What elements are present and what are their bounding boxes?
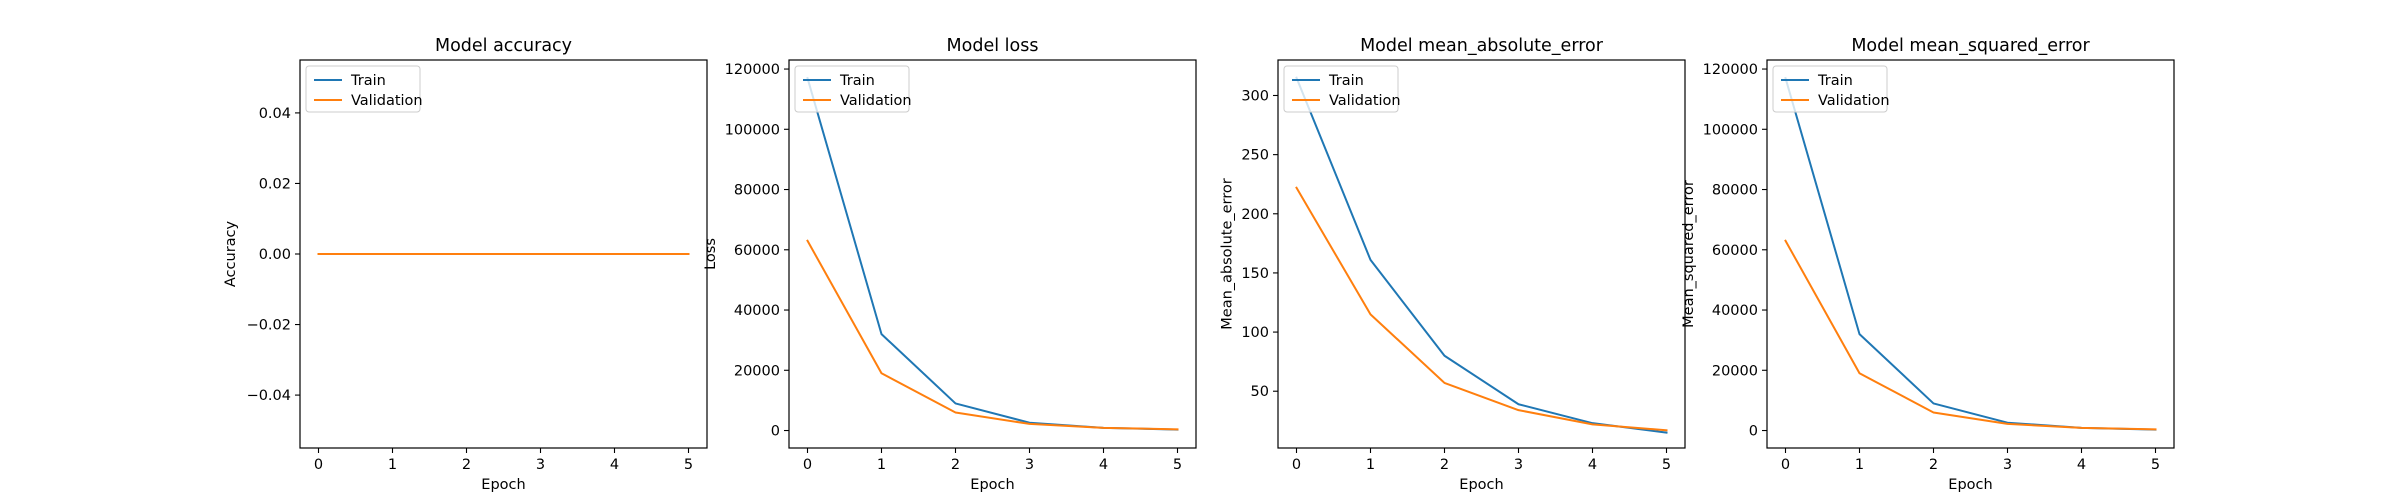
x-tick-label: 2	[1440, 457, 1449, 473]
series-line-train	[1784, 76, 2157, 431]
x-tick-label: 5	[1662, 457, 1671, 473]
series-line-validation	[806, 239, 1179, 431]
x-tick-label: 0	[314, 457, 323, 473]
chart-title: Model accuracy	[435, 36, 572, 56]
y-tick-label: 150	[1241, 266, 1269, 282]
y-tick-label: 0	[1749, 424, 1758, 440]
chart-title: Model mean_squared_error	[1851, 36, 2090, 56]
y-tick-label: 20000	[1712, 363, 1758, 379]
legend-label-train: Train	[839, 73, 875, 89]
y-tick-label: 40000	[734, 303, 780, 319]
x-axis-label: Epoch	[970, 477, 1014, 493]
y-tick-label: 120000	[725, 62, 780, 78]
series-line-validation	[1295, 186, 1668, 432]
series-group	[1784, 76, 2157, 431]
series-group	[1295, 76, 1668, 434]
legend: Train Validation	[305, 65, 423, 113]
legend: Train Validation	[1283, 65, 1401, 113]
x-tick-label: 1	[1855, 457, 1864, 473]
x-tick-label: 3	[2003, 457, 2012, 473]
y-tick-label: 100000	[1703, 122, 1758, 138]
chart-title: Model mean_absolute_error	[1360, 36, 1604, 56]
x-tick-label: 5	[684, 457, 693, 473]
y-tick-label: 100	[1241, 325, 1269, 341]
axes-frame	[788, 59, 1197, 449]
y-tick-label: 250	[1241, 148, 1269, 164]
y-tick-label: 80000	[1712, 183, 1758, 199]
x-axis-label: Epoch	[1948, 477, 1992, 493]
x-tick-label: 5	[1173, 457, 1182, 473]
y-tick-label: 120000	[1703, 62, 1758, 78]
y-tick-label: 200	[1241, 207, 1269, 223]
y-tick-label: 60000	[1712, 243, 1758, 259]
chart-panel-3: Model mean_absolute_error 0 1 2 3 4 5 50 100 150 2…	[1219, 36, 1686, 493]
series-line-train	[806, 76, 1179, 431]
y-tick-label: 0.02	[259, 176, 291, 192]
y-tick-label: 20000	[734, 363, 780, 379]
legend-label-validation: Validation	[351, 93, 423, 109]
axes-frame	[1766, 59, 2175, 449]
chart-panel-1: Model accuracy 0 1 2 3 4 5 −0.04 −0.02 0.00 0.02 0.…	[223, 36, 708, 493]
legend-label-train: Train	[1328, 73, 1364, 89]
series-line-validation	[1784, 239, 2157, 431]
y-tick-label: 100000	[725, 122, 780, 138]
y-tick-label: 0.04	[259, 106, 291, 122]
x-axis-label: Epoch	[481, 477, 525, 493]
y-tick-label: 40000	[1712, 303, 1758, 319]
chart-title: Model loss	[947, 36, 1039, 56]
x-tick-label: 4	[1099, 457, 1108, 473]
y-tick-label: −0.04	[247, 388, 291, 404]
x-tick-label: 3	[1025, 457, 1034, 473]
legend-label-validation: Validation	[1329, 93, 1401, 109]
legend: Train Validation	[794, 65, 912, 113]
x-tick-label: 4	[610, 457, 619, 473]
y-axis-label: Accuracy	[223, 220, 239, 287]
y-tick-label: 300	[1241, 88, 1269, 104]
x-tick-label: 3	[1514, 457, 1523, 473]
x-tick-label: 5	[2151, 457, 2160, 473]
x-tick-label: 2	[462, 457, 471, 473]
legend-label-validation: Validation	[840, 93, 912, 109]
y-tick-label: 0	[771, 424, 780, 440]
x-tick-label: 1	[877, 457, 886, 473]
y-tick-label: 60000	[734, 243, 780, 259]
x-tick-label: 4	[1588, 457, 1597, 473]
legend-label-validation: Validation	[1818, 93, 1890, 109]
legend-label-train: Train	[350, 73, 386, 89]
legend-label-train: Train	[1817, 73, 1853, 89]
y-tick-label: 80000	[734, 183, 780, 199]
x-tick-label: 4	[2077, 457, 2086, 473]
x-tick-label: 3	[536, 457, 545, 473]
legend: Train Validation	[1772, 65, 1890, 113]
y-tick-label: 0.00	[259, 247, 291, 263]
x-tick-label: 1	[1366, 457, 1375, 473]
y-axis-label: Mean_absolute_error	[1219, 178, 1235, 329]
x-tick-label: 0	[1781, 457, 1790, 473]
y-axis-label: Loss	[703, 238, 719, 270]
series-group	[806, 76, 1179, 431]
x-tick-label: 0	[1292, 457, 1301, 473]
series-line-train	[1295, 76, 1668, 434]
chart-panel-2: Model loss 0 1 2 3 4 5 0 20000 40000 60000 80000 100…	[703, 36, 1197, 493]
x-tick-label: 0	[803, 457, 812, 473]
axes-frame	[1277, 59, 1686, 449]
y-tick-label: −0.02	[247, 318, 291, 334]
x-tick-label: 2	[1929, 457, 1938, 473]
x-axis-label: Epoch	[1459, 477, 1503, 493]
chart-panel-4: Model mean_squared_error 0 1 2 3 4 5 0 20000 4000…	[1681, 36, 2175, 493]
y-tick-label: 50	[1251, 384, 1269, 400]
y-axis-label: Mean_squared_error	[1681, 180, 1697, 328]
x-tick-label: 2	[951, 457, 960, 473]
x-tick-label: 1	[388, 457, 397, 473]
